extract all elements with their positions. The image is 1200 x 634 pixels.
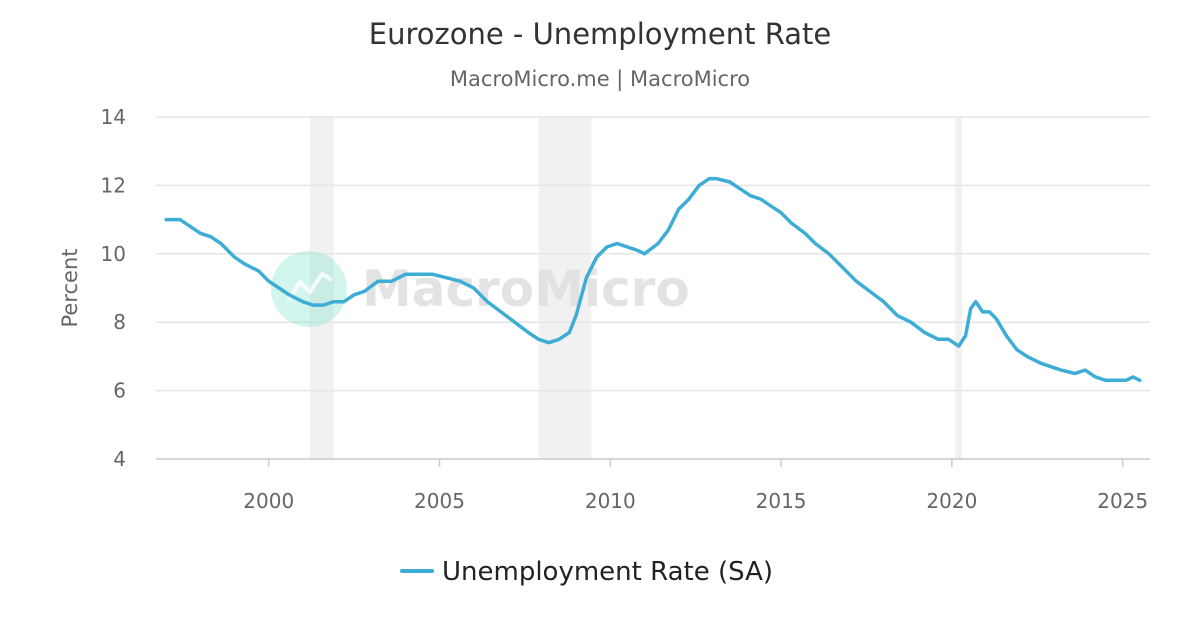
y-tick-label: 4 <box>113 447 126 471</box>
chart-subtitle: MacroMicro.me | MacroMicro <box>450 67 750 92</box>
y-tick-label: 6 <box>113 379 126 403</box>
x-tick-label: 2025 <box>1097 489 1148 513</box>
watermark: MacroMicro <box>271 251 690 327</box>
y-axis-label: Percent <box>58 248 82 327</box>
y-tick-label: 14 <box>101 105 126 129</box>
recession-band <box>309 117 334 459</box>
watermark-chart-icon <box>286 271 334 302</box>
chart-title: Eurozone - Unemployment Rate <box>369 17 831 51</box>
x-tick-label: 2010 <box>585 489 636 513</box>
recession-band <box>955 117 963 459</box>
y-tick-label: 8 <box>113 310 126 334</box>
legend-label[interactable]: Unemployment Rate (SA) <box>442 557 773 587</box>
watermark-text: MacroMicro <box>362 260 690 318</box>
legend[interactable]: Unemployment Rate (SA) <box>400 557 773 587</box>
series-layer <box>164 176 1142 383</box>
axes: 4 6 8 10 12 14 2000 2005 2010 2015 2020 2025 <box>101 105 1150 513</box>
y-tick-label: 10 <box>101 242 126 266</box>
x-tick-label: 2020 <box>926 489 977 513</box>
x-tick-label: 2015 <box>756 489 807 513</box>
x-tick-label: 2000 <box>243 489 294 513</box>
x-tick-label: 2005 <box>414 489 465 513</box>
series-line <box>164 176 1142 383</box>
y-tick-label: 12 <box>101 173 126 197</box>
